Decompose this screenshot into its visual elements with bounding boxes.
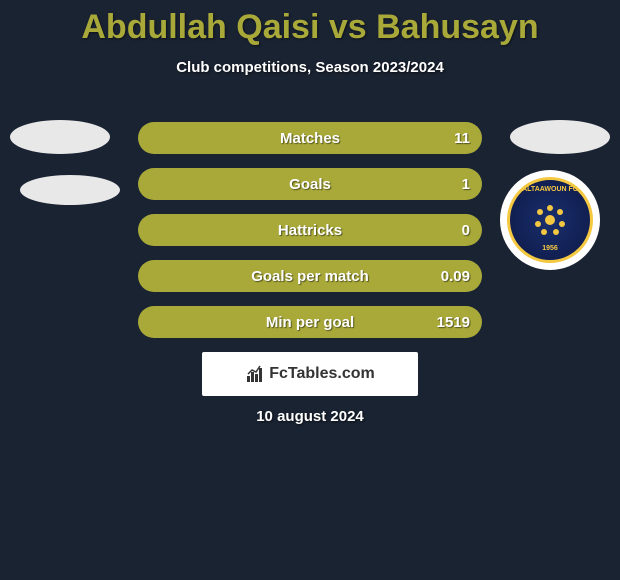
club-right-badge: ALTAAWOUN FC 1956 — [500, 170, 600, 270]
stat-label: Goals — [289, 176, 331, 193]
stat-label: Hattricks — [278, 222, 342, 239]
stat-value: 1 — [462, 176, 470, 193]
club-badge-star-icon — [530, 200, 570, 240]
stats-container: Matches 11 Goals 1 Hattricks 0 Goals per… — [138, 122, 482, 352]
stat-value: 1519 — [437, 314, 470, 331]
page-subtitle: Club competitions, Season 2023/2024 — [0, 59, 620, 76]
player-right-avatar-placeholder — [510, 120, 610, 154]
watermark-text: FcTables.com — [269, 365, 375, 383]
player-left-avatar-placeholder — [10, 120, 110, 154]
page-title: Abdullah Qaisi vs Bahusayn — [0, 0, 620, 47]
stat-value: 0 — [462, 222, 470, 239]
stat-bar-goals: Goals 1 — [138, 168, 482, 200]
footer-date: 10 august 2024 — [0, 408, 620, 425]
stat-label: Matches — [280, 130, 340, 147]
club-left-badge-placeholder — [20, 175, 120, 205]
club-badge-year: 1956 — [542, 245, 558, 252]
stat-bar-hattricks: Hattricks 0 — [138, 214, 482, 246]
club-badge-name: ALTAAWOUN FC — [522, 186, 578, 193]
stat-label: Goals per match — [251, 268, 369, 285]
stat-label: Min per goal — [266, 314, 354, 331]
club-badge-inner: ALTAAWOUN FC 1956 — [507, 177, 593, 263]
stat-bar-matches: Matches 11 — [138, 122, 482, 154]
stat-value: 11 — [454, 130, 470, 147]
watermark: FcTables.com — [202, 352, 418, 396]
stat-bar-goals-per-match: Goals per match 0.09 — [138, 260, 482, 292]
chart-icon — [245, 364, 265, 384]
stat-bar-min-per-goal: Min per goal 1519 — [138, 306, 482, 338]
stat-value: 0.09 — [441, 268, 470, 285]
